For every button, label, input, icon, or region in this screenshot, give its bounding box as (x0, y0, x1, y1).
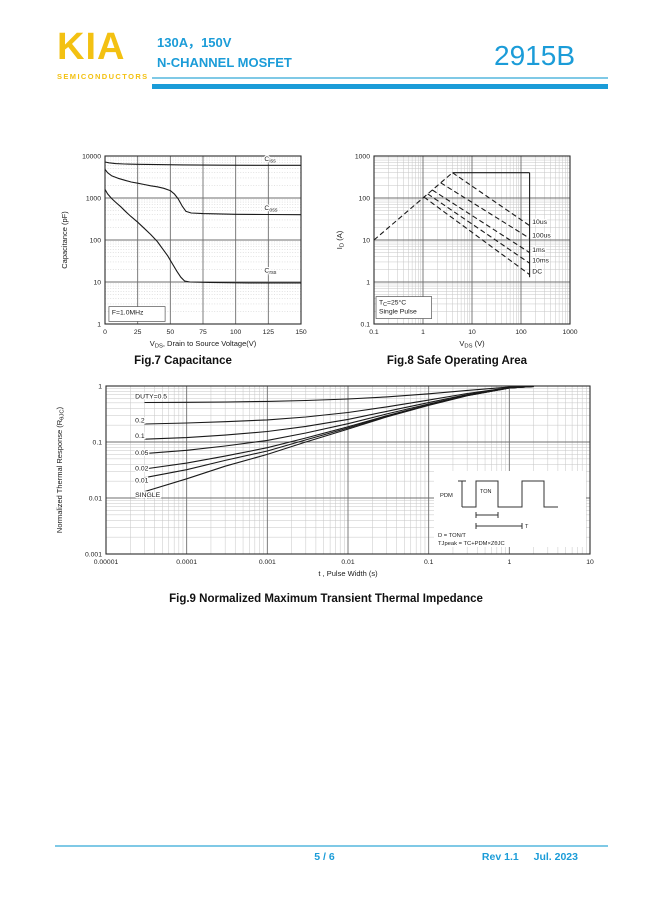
svg-text:DUTY=0.5: DUTY=0.5 (135, 393, 167, 400)
svg-text:0.001: 0.001 (85, 551, 102, 558)
svg-text:0.01: 0.01 (341, 559, 354, 566)
svg-text:10: 10 (93, 279, 101, 286)
page-indicator: 5 / 6 (314, 851, 335, 863)
svg-text:1: 1 (97, 321, 101, 328)
svg-text:t , Pulse Width (s): t , Pulse Width (s) (318, 569, 378, 578)
svg-text:1ms: 1ms (532, 247, 545, 254)
svg-text:100: 100 (515, 329, 527, 336)
svg-text:0.00001: 0.00001 (94, 559, 119, 566)
svg-text:100: 100 (359, 195, 371, 202)
svg-text:75: 75 (199, 329, 207, 336)
brand-subtitle: SEMICONDUCTORS (57, 72, 149, 81)
svg-text:0.1: 0.1 (361, 321, 371, 328)
revision-label: Rev 1.1 (481, 851, 519, 863)
header-rule-thick (152, 84, 608, 89)
thermal-impedance-chart: DUTY=0.5 0.2 0.1 0.05 0.02 0.01 SINGLE 0.00001 0… (50, 378, 602, 590)
svg-text:125: 125 (263, 329, 275, 336)
revision-block: Rev 1.1 Jul. 2023 (482, 851, 578, 863)
svg-text:10us: 10us (532, 219, 547, 226)
svg-text:10: 10 (362, 237, 370, 244)
svg-text:0: 0 (103, 329, 107, 336)
part-number: 2915B (494, 40, 575, 71)
svg-text:D = TON/T: D = TON/T (438, 533, 466, 539)
svg-text:TJpeak = TC+PDM×ZθJC: TJpeak = TC+PDM×ZθJC (438, 541, 505, 547)
svg-text:50: 50 (167, 329, 175, 336)
svg-text:25: 25 (134, 329, 142, 336)
figure-thermal-impedance: DUTY=0.5 0.2 0.1 0.05 0.02 0.01 SINGLE 0.00001 0… (50, 378, 602, 605)
figure-safe-operating-area: TC=25°C Single Pulse 10us 100us 1ms 10ms DC 0.1… (330, 146, 584, 367)
spec-current-voltage: 130A，150V (157, 35, 232, 50)
svg-text:0.1: 0.1 (424, 559, 434, 566)
svg-text:Crss: Crss (264, 267, 276, 276)
svg-text:PDM: PDM (440, 493, 453, 499)
svg-text:Normalized Thermal Response (R: Normalized Thermal Response (RθJC) (55, 406, 66, 533)
svg-text:Capacitance (pF): Capacitance (pF) (60, 211, 69, 269)
svg-text:100: 100 (230, 329, 242, 336)
svg-text:SINGLE: SINGLE (135, 492, 160, 499)
svg-text:0.2: 0.2 (135, 417, 145, 424)
footer-rule (55, 845, 608, 847)
svg-text:TON: TON (480, 489, 492, 495)
svg-text:0.05: 0.05 (135, 450, 148, 457)
svg-text:10: 10 (468, 329, 476, 336)
svg-text:Coss: Coss (264, 205, 278, 214)
capacitance-chart: F=1.0MHz Ciss Coss Crss 0 25 50 75 100 125 150 1 10 1… (55, 146, 311, 352)
header-rule-thin (152, 77, 608, 79)
svg-text:0.001: 0.001 (259, 559, 276, 566)
device-spec: 130A，150V N-CHANNEL MOSFET (157, 33, 292, 73)
svg-text:1000: 1000 (562, 329, 577, 336)
fig7-caption: Fig.7 Capacitance (134, 355, 232, 367)
svg-text:DC: DC (532, 268, 542, 275)
svg-text:0.01: 0.01 (135, 477, 148, 484)
svg-text:0.1: 0.1 (135, 433, 145, 440)
svg-text:0.1: 0.1 (369, 329, 379, 336)
svg-text:0.0001: 0.0001 (176, 559, 197, 566)
svg-text:1000: 1000 (86, 195, 101, 202)
svg-text:100: 100 (90, 237, 102, 244)
svg-text:F=1.0MHz: F=1.0MHz (112, 310, 144, 317)
brand-block: KIA SEMICONDUCTORS (57, 28, 167, 81)
svg-text:ID (A): ID (A) (335, 230, 346, 249)
svg-text:0.02: 0.02 (135, 465, 148, 472)
svg-text:0.1: 0.1 (93, 439, 103, 446)
svg-text:10000: 10000 (82, 153, 101, 160)
fig8-caption: Fig.8 Safe Operating Area (386, 355, 528, 367)
svg-text:100us: 100us (532, 232, 551, 239)
svg-text:10: 10 (586, 559, 594, 566)
svg-text:1000: 1000 (355, 153, 370, 160)
svg-text:Ciss: Ciss (264, 156, 276, 165)
svg-text:VDS (V): VDS (V) (459, 339, 485, 350)
spec-device-type: N-CHANNEL MOSFET (157, 55, 292, 70)
svg-text:1: 1 (421, 329, 425, 336)
figure-capacitance: F=1.0MHz Ciss Coss Crss 0 25 50 75 100 125 150 1 10 1… (55, 146, 311, 367)
svg-text:Single Pulse: Single Pulse (379, 309, 417, 316)
revision-date: Jul. 2023 (533, 851, 578, 863)
svg-text:10ms: 10ms (532, 258, 549, 265)
svg-text:VDS, Drain to Source Voltage(V: VDS, Drain to Source Voltage(V) (150, 339, 257, 350)
svg-text:TC=25°C: TC=25°C (379, 299, 406, 309)
svg-text:1: 1 (366, 279, 370, 286)
svg-text:150: 150 (295, 329, 307, 336)
svg-text:0.01: 0.01 (89, 495, 102, 502)
fig9-caption: Fig.9 Normalized Maximum Transient Therm… (169, 593, 483, 605)
brand-logo: KIA (57, 26, 126, 68)
svg-text:1: 1 (98, 383, 102, 390)
svg-text:1: 1 (507, 559, 511, 566)
svg-text:T: T (525, 524, 529, 530)
soa-chart: TC=25°C Single Pulse 10us 100us 1ms 10ms DC 0.1… (330, 146, 584, 352)
